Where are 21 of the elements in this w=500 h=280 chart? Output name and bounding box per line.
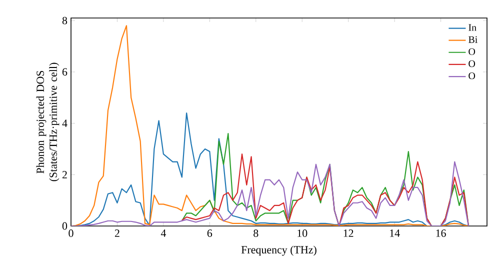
x-tick-label: 16 <box>436 230 446 237</box>
x-tick-label: 8 <box>254 230 258 237</box>
legend-label: O <box>468 72 476 80</box>
y-tick-label: 0 <box>62 222 68 230</box>
y-tick-label: 8 <box>62 16 68 24</box>
x-tick-label: 2 <box>114 230 120 237</box>
x-tick-label: 14 <box>390 230 400 237</box>
x-tick-label: 6 <box>207 230 212 237</box>
legend-label: O <box>468 60 476 68</box>
y-tick-label: 2 <box>62 171 67 178</box>
x-tick-label: 4 <box>160 230 166 237</box>
x-tick-label: 0 <box>68 230 74 237</box>
y-tick-label: 6 <box>62 68 68 76</box>
y-axis-title: Phonon projected DOS (States/THz·primitive cell) <box>36 62 60 182</box>
legend-label: O <box>468 48 476 56</box>
x-tick-label: 12 <box>344 230 354 237</box>
legend-label: Bi <box>468 36 478 43</box>
y-tick-label: 4 <box>62 120 68 127</box>
x-tick-label: 10 <box>298 230 308 237</box>
x-axis-title: Frequency (THz) <box>241 246 316 256</box>
legend-label: In <box>468 24 476 31</box>
